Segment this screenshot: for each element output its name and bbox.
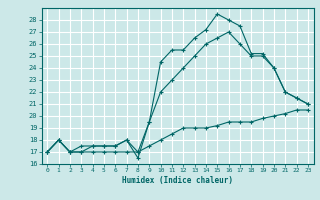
X-axis label: Humidex (Indice chaleur): Humidex (Indice chaleur): [122, 176, 233, 185]
